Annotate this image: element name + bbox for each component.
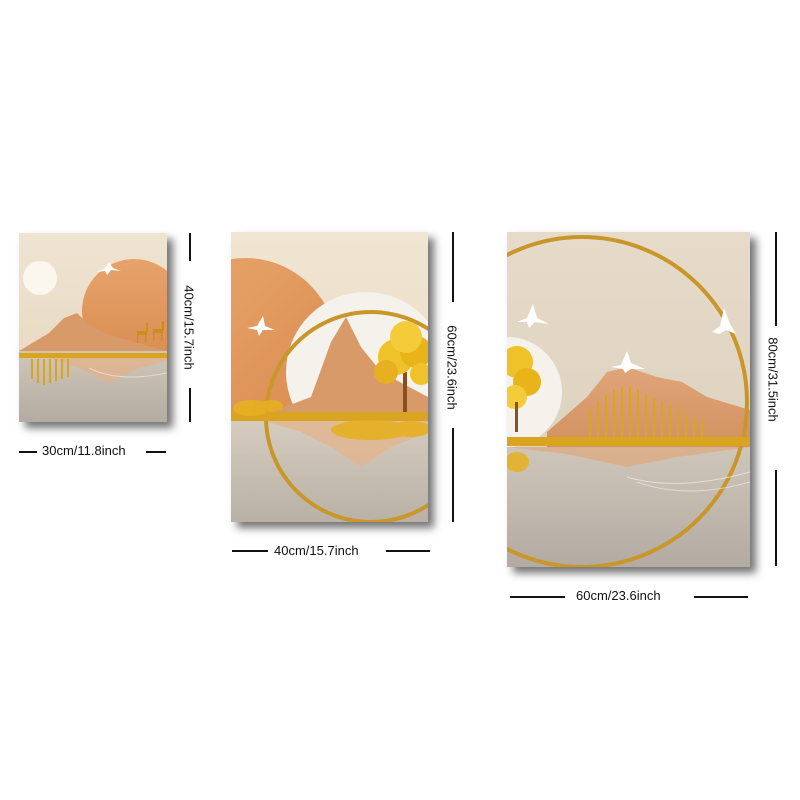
- panel-small-artwork: [19, 233, 167, 422]
- mountain: [19, 313, 167, 358]
- swallow-icon: [712, 308, 736, 334]
- golden-tree-icon: [374, 321, 428, 412]
- canvas-panel-medium: [231, 232, 428, 522]
- dimension-line-medium-height-top: [452, 232, 454, 302]
- dimension-line-large-width-left: [510, 596, 565, 598]
- panel-large-artwork: [507, 232, 750, 567]
- swallow-icon: [97, 262, 121, 275]
- panel-small-width-label: 30cm/11.8inch: [42, 443, 126, 458]
- dimension-line-medium-height-bottom: [452, 428, 454, 522]
- dimension-line-large-width-right: [694, 596, 748, 598]
- dimension-line-small-height-bottom: [189, 388, 191, 422]
- dimension-line-small-width-left: [19, 451, 37, 453]
- dimension-line-large-height-top: [775, 232, 777, 326]
- swallow-icon: [611, 351, 645, 373]
- dimension-line-medium-width-right: [386, 550, 430, 552]
- golden-tree-icon: [507, 346, 541, 432]
- gold-bar: [507, 437, 750, 446]
- panel-large-height-label: 80cm/31.5inch: [765, 337, 781, 422]
- swallow-icon: [247, 316, 275, 336]
- dimension-line-medium-width-left: [232, 550, 268, 552]
- panel-medium-width-label: 40cm/15.7inch: [274, 543, 359, 558]
- panel-small-height-label: 40cm/15.7inch: [181, 285, 197, 370]
- deer-icon: [137, 321, 164, 343]
- panel-medium-height-label: 60cm/23.6inch: [444, 325, 460, 410]
- canvas-panel-small: [19, 233, 167, 422]
- gold-bar: [19, 353, 167, 358]
- canvas-panel-large: [507, 232, 750, 567]
- mountain: [271, 317, 428, 417]
- gold-pillars: [589, 387, 703, 437]
- dimension-line-large-height-bottom: [775, 470, 777, 566]
- white-sun-icon: [23, 261, 57, 295]
- panel-large-width-label: 60cm/23.6inch: [576, 588, 661, 603]
- gold-ring: [507, 235, 749, 567]
- panel-medium-artwork: [231, 232, 428, 522]
- dimension-line-small-width-right: [146, 451, 166, 453]
- gold-bar: [231, 412, 428, 421]
- swallow-icon: [517, 304, 549, 328]
- dimension-line-small-height-top: [189, 233, 191, 261]
